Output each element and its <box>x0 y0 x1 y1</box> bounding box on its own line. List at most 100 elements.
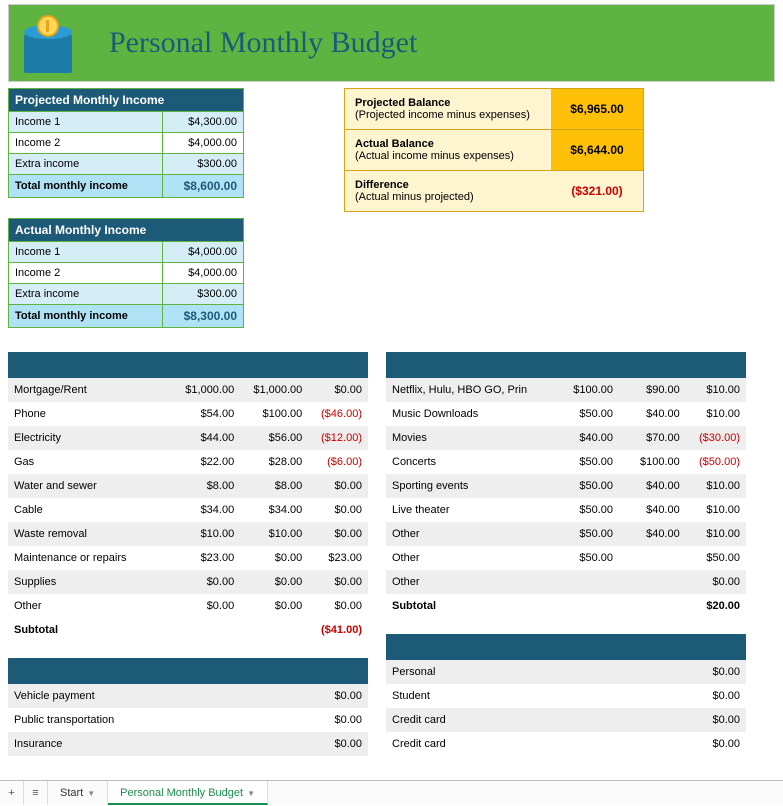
expense-actual[interactable]: $0.00 <box>240 546 308 570</box>
expense-projected[interactable]: $44.00 <box>158 426 240 450</box>
cell[interactable]: Income 2 <box>9 263 163 284</box>
expense-label[interactable]: Other <box>386 546 536 570</box>
cell[interactable]: $4,000.00 <box>162 133 243 154</box>
cell[interactable]: Income 1 <box>9 112 163 133</box>
expense-projected[interactable]: $0.00 <box>158 570 240 594</box>
expense-actual[interactable]: $40.00 <box>619 522 686 546</box>
expense-projected[interactable] <box>536 708 619 732</box>
expense-projected[interactable]: $22.00 <box>158 450 240 474</box>
expense-diff[interactable]: $0.00 <box>686 684 746 708</box>
add-sheet-button[interactable]: + <box>0 781 24 805</box>
expense-diff[interactable]: ($50.00) <box>686 450 746 474</box>
expense-label[interactable]: Maintenance or repairs <box>8 546 158 570</box>
expense-diff[interactable]: $10.00 <box>686 474 746 498</box>
tab-start[interactable]: Start▼ <box>48 781 108 805</box>
expense-label[interactable]: Insurance <box>8 732 158 756</box>
expense-actual[interactable]: $34.00 <box>240 498 308 522</box>
expense-actual[interactable] <box>241 732 308 756</box>
expense-actual[interactable]: $40.00 <box>619 402 686 426</box>
expense-actual[interactable]: $40.00 <box>619 474 686 498</box>
expense-diff[interactable]: $0.00 <box>308 570 368 594</box>
expense-label[interactable]: Gas <box>8 450 158 474</box>
expense-actual[interactable]: $10.00 <box>240 522 308 546</box>
expense-actual[interactable]: $56.00 <box>240 426 308 450</box>
cell[interactable]: Extra income <box>9 154 163 175</box>
expense-diff[interactable]: $0.00 <box>308 684 368 708</box>
expense-diff[interactable]: $0.00 <box>686 660 746 684</box>
expense-projected[interactable] <box>158 708 241 732</box>
expense-label[interactable]: Credit card <box>386 732 536 756</box>
expense-projected[interactable]: $50.00 <box>536 474 619 498</box>
tab-personal-monthly-budget[interactable]: Personal Monthly Budget▼ <box>108 781 268 805</box>
expense-label[interactable]: Mortgage/Rent <box>8 378 158 402</box>
expense-diff[interactable]: $10.00 <box>686 378 746 402</box>
expense-diff[interactable]: $23.00 <box>308 546 368 570</box>
cell[interactable]: Extra income <box>9 284 163 305</box>
expense-projected[interactable] <box>536 570 619 594</box>
expense-projected[interactable]: $23.00 <box>158 546 240 570</box>
expense-actual[interactable]: $0.00 <box>240 594 308 618</box>
cell[interactable]: Income 1 <box>9 242 163 263</box>
cell[interactable]: $4,000.00 <box>162 242 243 263</box>
cell[interactable]: $4,000.00 <box>162 263 243 284</box>
expense-label[interactable]: Live theater <box>386 498 536 522</box>
expense-projected[interactable]: $1,000.00 <box>158 378 240 402</box>
expense-projected[interactable]: $8.00 <box>158 474 240 498</box>
expense-label[interactable]: Waste removal <box>8 522 158 546</box>
expense-diff[interactable]: $0.00 <box>686 570 746 594</box>
expense-actual[interactable]: $0.00 <box>240 570 308 594</box>
expense-actual[interactable]: $28.00 <box>240 450 308 474</box>
expense-actual[interactable] <box>241 708 308 732</box>
expense-actual[interactable]: $70.00 <box>619 426 686 450</box>
expense-diff[interactable]: ($6.00) <box>308 450 368 474</box>
expense-diff[interactable]: $0.00 <box>308 522 368 546</box>
expense-label[interactable]: Netflix, Hulu, HBO GO, Prin <box>386 378 536 402</box>
expense-projected[interactable]: $10.00 <box>158 522 240 546</box>
expense-projected[interactable] <box>536 684 619 708</box>
expense-actual[interactable]: $40.00 <box>619 498 686 522</box>
cell[interactable]: Income 2 <box>9 133 163 154</box>
expense-projected[interactable] <box>536 660 619 684</box>
expense-label[interactable]: Other <box>8 594 158 618</box>
expense-projected[interactable]: $40.00 <box>536 426 619 450</box>
expense-actual[interactable]: $8.00 <box>240 474 308 498</box>
expense-projected[interactable] <box>158 684 241 708</box>
expense-diff[interactable]: $0.00 <box>308 732 368 756</box>
expense-label[interactable]: Other <box>386 570 536 594</box>
expense-label[interactable]: Other <box>386 522 536 546</box>
expense-diff[interactable]: $0.00 <box>308 378 368 402</box>
expense-diff[interactable]: $10.00 <box>686 522 746 546</box>
expense-projected[interactable]: $50.00 <box>536 498 619 522</box>
expense-label[interactable]: Credit card <box>386 708 536 732</box>
expense-label[interactable]: Music Downloads <box>386 402 536 426</box>
cell[interactable]: Total monthly income <box>9 175 163 198</box>
expense-projected[interactable]: $50.00 <box>536 546 619 570</box>
expense-diff[interactable]: $0.00 <box>308 474 368 498</box>
expense-label[interactable]: Water and sewer <box>8 474 158 498</box>
expense-diff[interactable]: $0.00 <box>686 708 746 732</box>
expense-actual[interactable] <box>619 570 686 594</box>
expense-actual[interactable]: $1,000.00 <box>240 378 308 402</box>
expense-projected[interactable]: $50.00 <box>536 522 619 546</box>
expense-diff[interactable]: ($46.00) <box>308 402 368 426</box>
expense-label[interactable]: Concerts <box>386 450 536 474</box>
expense-actual[interactable] <box>619 684 686 708</box>
expense-projected[interactable] <box>158 732 241 756</box>
expense-actual[interactable] <box>619 708 686 732</box>
expense-label[interactable]: Public transportation <box>8 708 158 732</box>
expense-label[interactable]: Student <box>386 684 536 708</box>
expense-diff[interactable]: ($12.00) <box>308 426 368 450</box>
expense-projected[interactable]: $54.00 <box>158 402 240 426</box>
expense-label[interactable]: Personal <box>386 660 536 684</box>
cell[interactable]: Total monthly income <box>9 305 163 328</box>
expense-actual[interactable] <box>241 684 308 708</box>
expense-projected[interactable]: $0.00 <box>158 594 240 618</box>
cell[interactable]: $300.00 <box>162 284 243 305</box>
expense-diff[interactable]: $50.00 <box>686 546 746 570</box>
cell[interactable]: $8,300.00 <box>162 305 243 328</box>
expense-projected[interactable]: $50.00 <box>536 402 619 426</box>
expense-label[interactable]: Electricity <box>8 426 158 450</box>
expense-label[interactable]: Vehicle payment <box>8 684 158 708</box>
expense-label[interactable]: Movies <box>386 426 536 450</box>
expense-diff[interactable]: $10.00 <box>686 498 746 522</box>
